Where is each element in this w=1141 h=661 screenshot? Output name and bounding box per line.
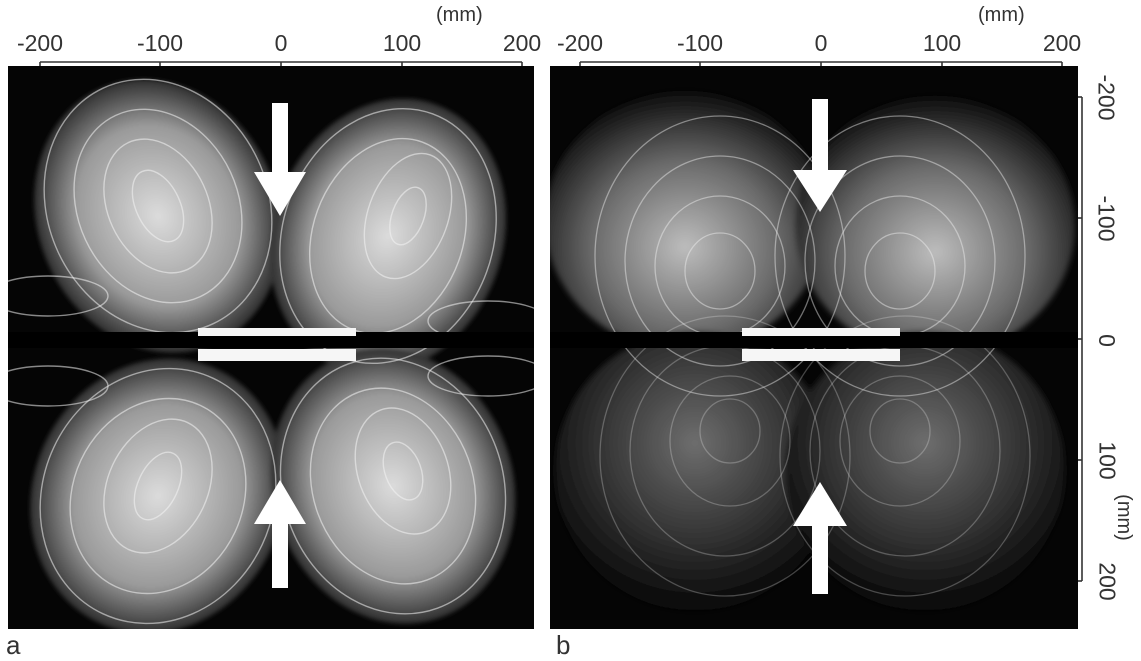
panel-b-y-tick: -100	[1093, 195, 1120, 242]
panel-a-x-tick: 200	[502, 30, 542, 56]
panel-b-y-tick: 0	[1093, 334, 1120, 347]
panel-a-flow-image	[8, 66, 534, 629]
panel-b-y-tick: -200	[1093, 74, 1120, 121]
panel-a-label: a	[6, 630, 21, 660]
panel-b-x-unit: (mm)	[978, 4, 1025, 26]
panel-b-x-tick: -200	[556, 30, 604, 56]
panel-b-x-tick: -100	[676, 30, 724, 56]
panel-a-x-tick: 0	[274, 30, 288, 56]
panel-b-streaklines	[550, 91, 1078, 611]
panel-a-streaklines	[8, 78, 534, 629]
panel-a-x-tick: -100	[136, 30, 184, 56]
panel-b-x-tick: 100	[922, 30, 962, 56]
panel-a-x-tick: 100	[382, 30, 422, 56]
panel-b-y-tick: 200	[1094, 562, 1121, 601]
panel-b-x-tick: 200	[1042, 30, 1082, 56]
panel-a-x-tick: -200	[16, 30, 64, 56]
panel-b-y-unit: (mm)	[1112, 494, 1135, 541]
panel-b-y-tick: 100	[1094, 441, 1121, 480]
panel-b-flow-image	[550, 66, 1078, 629]
panel-b-x-tick: 0	[814, 30, 828, 56]
panel-a-x-unit: (mm)	[436, 4, 483, 26]
panel-b-label: b	[556, 630, 571, 660]
